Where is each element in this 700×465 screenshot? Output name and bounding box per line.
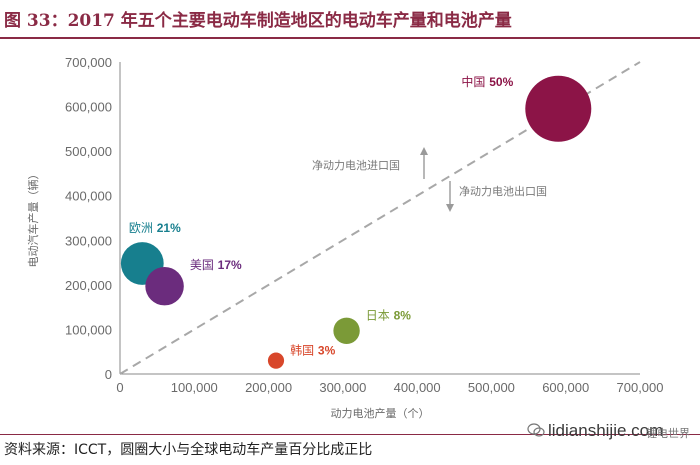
y-tick-label: 100,000 xyxy=(65,322,112,337)
bubble xyxy=(267,352,285,369)
watermark: lidianshijie.com xyxy=(548,421,664,440)
annotations: 净动力电池进口国 净动力电池出口国 xyxy=(312,147,547,212)
bubble-label-name: 韩国 xyxy=(290,343,318,358)
y-tick-label: 0 xyxy=(105,367,112,382)
y-tick-label: 600,000 xyxy=(65,100,112,115)
bubble-label-name: 美国 xyxy=(190,258,218,272)
x-tick-label: 600,000 xyxy=(542,380,589,395)
x-tick-label: 700,000 xyxy=(617,380,664,395)
bubble-label-name: 欧洲 xyxy=(129,221,157,235)
title-divider xyxy=(0,37,700,39)
figure-title: 图 33：2017 年五个主要电动车制造地区的电动车产量和电池产量 xyxy=(4,11,512,31)
y-tick-label: 400,000 xyxy=(65,189,112,204)
bubble-chart: 0 100,000 200,000 300,000 400,000 500,000 600,… xyxy=(26,55,664,420)
reference-line xyxy=(119,61,641,375)
bubble-label: 美国 17% xyxy=(190,258,242,272)
bubble-label: 韩国 3% xyxy=(290,343,336,358)
x-tick-label: 300,000 xyxy=(319,380,366,395)
bubble xyxy=(333,317,360,344)
x-tick-label: 0 xyxy=(116,380,123,395)
bubble-label-pct: 3% xyxy=(318,344,336,358)
bubble xyxy=(145,266,184,306)
x-tick-label: 400,000 xyxy=(394,380,441,395)
bubble-label-pct: 8% xyxy=(394,309,412,323)
bubble-label-pct: 21% xyxy=(157,221,181,235)
source-note: 资料来源：ICCT，圆圈大小与全球电动车产量百分比成正比 xyxy=(4,442,373,458)
wechat-icon xyxy=(527,423,545,437)
watermark-sub: 锂电世界 xyxy=(646,427,690,440)
y-tick-label: 300,000 xyxy=(65,233,112,248)
bubble-label-pct: 17% xyxy=(218,258,242,272)
bubble-label: 中国 50% xyxy=(461,74,513,89)
y-tick-label: 200,000 xyxy=(65,278,112,293)
bubble-label-name: 日本 xyxy=(366,309,394,323)
bubble xyxy=(525,75,592,142)
bubble-label: 日本 8% xyxy=(366,309,412,323)
x-tick-label: 500,000 xyxy=(468,380,515,395)
bubble-label-pct: 50% xyxy=(489,75,513,89)
bubble-label: 欧洲 21% xyxy=(129,221,181,235)
x-tick-label: 100,000 xyxy=(171,380,218,395)
bubble-label-name: 中国 xyxy=(461,74,489,89)
arrow-up-icon xyxy=(420,147,428,179)
footer-divider xyxy=(0,434,700,435)
chart-axes: 0 100,000 200,000 300,000 400,000 500,000 600,… xyxy=(65,55,664,395)
bubbles: 中国 50% 欧洲 21% 美国 17% 日本 8% 韩国 3% xyxy=(120,74,592,369)
x-tick-label: 200,000 xyxy=(245,380,292,395)
annotation-exporter: 净动力电池出口国 xyxy=(459,184,547,198)
x-axis-label: 动力电池产量（个） xyxy=(331,406,430,420)
y-tick-label: 500,000 xyxy=(65,144,112,159)
arrow-down-icon xyxy=(446,181,454,212)
reference-line-path xyxy=(119,61,641,375)
y-axis-label: 电动汽车产量（辆） xyxy=(26,169,40,268)
y-tick-label: 700,000 xyxy=(65,55,112,70)
annotation-importer: 净动力电池进口国 xyxy=(312,158,400,172)
